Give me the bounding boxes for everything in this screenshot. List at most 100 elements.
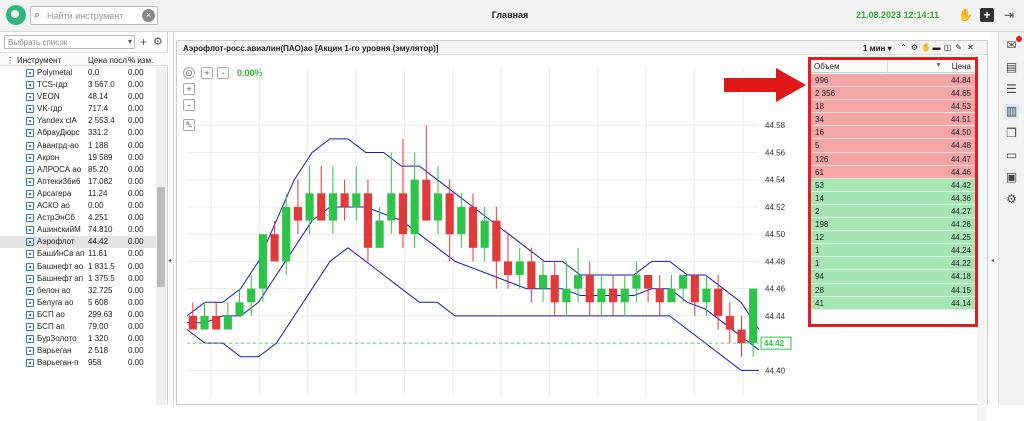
instrument-row[interactable]: БашИнСв ап 11.61 0.00 [0,248,156,260]
instrument-price: 19 589 [88,152,113,162]
add-list-button[interactable]: + [140,35,148,49]
hand-icon[interactable]: ✋ [921,43,931,52]
instrument-row[interactable]: Акрон 19 589 0.00 [0,152,156,164]
chart-icon[interactable]: ▥ [1004,104,1019,119]
bid-row[interactable]: 2 44.27 [811,204,975,219]
bid-row[interactable]: 28 44.15 [811,283,975,297]
bid-row[interactable]: 1 44.24 [811,244,975,258]
collapse-up-icon[interactable]: ⌃ [900,43,907,52]
instrument-row[interactable]: Башнефт ао 1 831.5 0.00 [0,261,156,273]
col-volume[interactable]: Объем [814,62,840,71]
crosshair-icon[interactable]: ⊙ [183,67,195,79]
news-icon[interactable]: ▤ [1005,60,1018,74]
instrument-row[interactable]: АбрауДюрс 331.2 0.00 [0,127,156,139]
instrument-row[interactable]: Аэрофлот 44.42 0.00 [0,236,156,249]
bid-row[interactable]: 12 44.25 [811,231,975,245]
bid-row[interactable]: 53 44.42 [811,178,975,192]
hand-icon[interactable]: ✋ [958,8,973,22]
settings-icon[interactable]: ⚙ [910,43,919,52]
left-splitter[interactable]: ◂ [168,32,174,405]
bid-row[interactable]: 198 44.26 [811,218,975,232]
chart-scrollbar[interactable] [977,71,987,421]
column-change[interactable]: % изм. [128,56,154,65]
timeframe-select[interactable]: 1 мин ▾ [863,44,892,53]
column-last-price[interactable]: Цена посл [88,56,127,65]
instrument-price: 85.20 [88,164,109,174]
gear-icon[interactable]: ⚙ [153,36,163,48]
instrument-row[interactable]: VEON 48.14 0.00 [0,91,156,103]
watchlist-icon[interactable]: ☰ [1006,82,1017,96]
instrument-name: АбрауДюрс [37,128,80,138]
candle-body [480,220,489,248]
settings-icon[interactable]: ⚙ [1006,192,1017,206]
list-select[interactable]: Выбрать список ▾ [4,35,135,49]
ask-volume: 61 [815,167,824,177]
instrument-name: АСКО ао [37,201,70,211]
instrument-row[interactable]: Варьеган 2 518 0.00 [0,345,156,357]
ask-row[interactable]: 18 44.53 [811,100,975,114]
ask-row[interactable]: 5 44.48 [811,139,975,153]
column-instrument[interactable]: Инструмент [17,56,62,65]
bid-price: 44.22 [950,259,971,269]
chart-area[interactable]: ⊙ + - 0.00% + - ✎ 44.58 44.56 44.54 44.52 44… [177,56,987,421]
instrument-row[interactable]: АшинскийМ 74.810 0.00 [0,224,156,236]
col-price[interactable]: Цена [951,62,971,71]
candle-body [387,193,396,221]
ask-row[interactable]: 61 44.46 [811,165,975,179]
candlestick-chart[interactable]: 44.58 44.56 44.54 44.52 44.50 44.48 44.46 44.44… [177,56,977,406]
instrument-row[interactable]: Аптеки36и6 17.082 0.00 [0,176,156,188]
mail-icon[interactable]: ✉ [1004,36,1022,53]
logout-icon[interactable]: ⇥ [1003,8,1015,22]
instrument-price: 0.0 [88,68,100,77]
instrument-row[interactable]: БСП ао 299.63 0.00 [0,309,156,321]
instrument-row[interactable]: АстрЭнСб 4.251 0.00 [0,212,156,224]
notification-badge [1016,36,1022,42]
bid-row[interactable]: 41 44.14 [811,296,975,310]
instrument-search[interactable]: ⌕ Найти инструмент × [30,6,158,25]
list-scrollbar[interactable] [156,67,166,405]
card-icon[interactable]: ▭ [1005,148,1018,162]
pin-icon[interactable]: ✎ [955,43,962,52]
instrument-icon [26,177,34,186]
clear-search-icon[interactable]: × [142,9,155,22]
instrument-row[interactable]: Авангрд-ао 1 188 0.00 [0,140,156,152]
collapse-right-icon[interactable]: ◂ [991,258,995,264]
instrument-row[interactable]: Арсагера 11.24 0.00 [0,188,156,200]
search-input[interactable]: Найти инструмент [47,11,124,21]
ask-row[interactable]: 2 356 44.65 [811,87,975,101]
add-indicator-button[interactable]: + [183,83,195,95]
instrument-row[interactable]: Варьеган-п 958 0.00 [0,357,156,369]
instrument-row[interactable]: Белуга ао 5 608 0.00 [0,297,156,309]
ask-row[interactable]: 126 44.47 [811,152,975,166]
instrument-row[interactable]: белон ао 32.725 0.00 [0,285,156,297]
zoom-in-button[interactable]: + [201,67,213,79]
instrument-row[interactable]: Yandex clA 2 553.4 0.00 [0,115,156,127]
instrument-row[interactable]: БСП ап 79.00 0.00 [0,321,156,333]
zoom-out-button[interactable]: - [217,67,229,79]
instrument-row[interactable]: VK-гдр 717.4 0.00 [0,103,156,115]
instrument-row[interactable]: TCS-гдр 3 567.0 0.00 [0,79,156,91]
remove-indicator-button[interactable]: - [183,99,195,111]
bid-row[interactable]: 14 44.36 [811,191,975,205]
collapse-left-icon[interactable]: ◂ [168,258,172,264]
instrument-row[interactable]: Polymetal 0.0 0.00 [0,67,156,79]
instrument-row[interactable]: АСКО ао 0.00 0.00 [0,200,156,212]
scroll-thumb[interactable] [157,187,165,287]
ask-row[interactable]: 34 44.51 [811,113,975,127]
instrument-row[interactable]: Башнефт ап 1 375.5 0.00 [0,273,156,285]
portfolio-icon[interactable]: ▣ [1005,170,1018,184]
y-tick-label: 44.50 [765,230,786,239]
right-splitter[interactable]: ◂ [990,32,998,405]
instrument-row[interactable]: АЛРОСА ао 85.20 0.00 [0,164,156,176]
bid-row[interactable]: 94 44.18 [811,270,975,284]
ask-row[interactable]: 16 44.50 [811,126,975,140]
instrument-table-header: ⋮ Инструмент Цена посл % изм. [0,52,168,66]
add-window-button[interactable]: + [980,8,994,22]
export-icon[interactable]: ◫ [943,43,952,52]
close-icon[interactable]: ✕ [967,43,974,52]
ask-row[interactable]: 996 44.84 [811,74,975,88]
instrument-row[interactable]: БурЗолото 1 320 0.00 [0,333,156,345]
orderbook-toggle-icon[interactable]: ▬ [932,43,941,52]
bid-row[interactable]: 1 44.22 [811,257,975,271]
window-icon[interactable]: ❐ [1006,126,1017,140]
